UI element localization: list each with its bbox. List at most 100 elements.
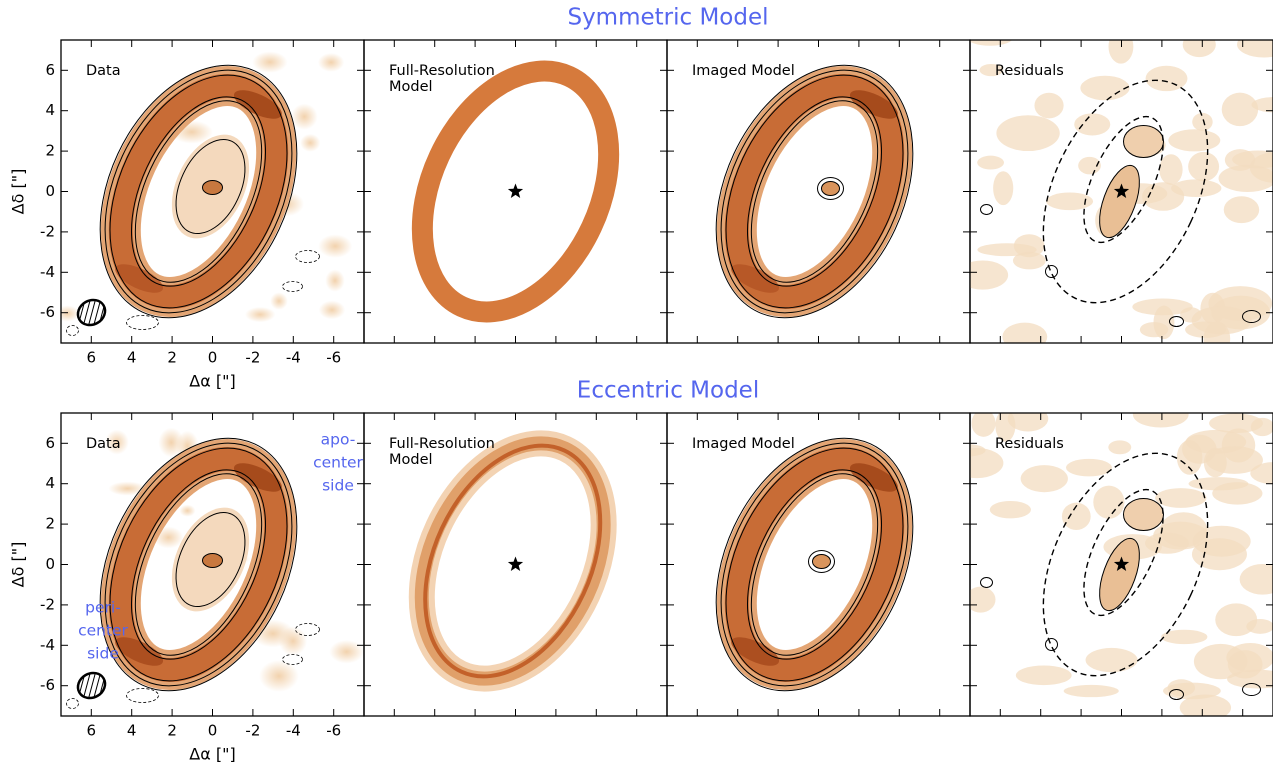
residual-noise — [1215, 603, 1258, 637]
model-ring — [414, 436, 611, 686]
residual-blob — [1099, 537, 1140, 612]
contour — [980, 204, 993, 215]
residual-noise — [977, 155, 1004, 170]
star — [1113, 556, 1130, 571]
residual-noise — [1080, 75, 1130, 101]
panel-content — [715, 437, 914, 692]
noise — [244, 306, 276, 323]
residual-noise — [970, 40, 1013, 46]
panel-label: Imaged Model — [692, 63, 795, 79]
y-tick-label: 4 — [45, 474, 55, 492]
contour — [175, 138, 246, 235]
residual-noise — [1236, 40, 1273, 58]
noise — [158, 427, 185, 458]
y-tick-label: -6 — [40, 676, 55, 694]
residual-noise — [970, 447, 1004, 479]
noise — [291, 103, 318, 130]
noise — [270, 292, 288, 310]
annotation: center — [313, 454, 363, 472]
contour — [1242, 683, 1261, 696]
central-blob — [202, 553, 223, 568]
residual-noise — [1171, 179, 1222, 198]
noise — [179, 504, 196, 517]
contour — [720, 69, 909, 314]
x-tick-label: 4 — [127, 349, 137, 367]
contour — [750, 473, 879, 656]
residual-noise — [1132, 413, 1189, 428]
residual-noise — [1180, 307, 1202, 323]
panel — [411, 60, 620, 323]
residual-noise — [1015, 665, 1072, 686]
panel-content — [715, 64, 914, 319]
panel-content — [408, 430, 617, 692]
panel — [715, 64, 914, 319]
residual-noise — [1192, 112, 1213, 131]
annotation: peri- — [85, 599, 121, 617]
panel-label: Residuals — [995, 63, 1064, 79]
x-tick-label: -6 — [326, 722, 341, 740]
beam — [76, 671, 107, 700]
y-tick-label: 0 — [45, 182, 55, 200]
disk-emission — [108, 447, 289, 682]
noise — [300, 133, 321, 152]
contour — [99, 64, 298, 319]
contour — [104, 69, 293, 314]
contour — [715, 437, 914, 692]
y-tick-label: -2 — [40, 595, 55, 613]
noise — [108, 481, 147, 496]
panel-content — [411, 60, 620, 323]
contour — [750, 100, 879, 283]
disk-peak — [233, 90, 282, 119]
residual-noise — [1013, 234, 1045, 258]
contour — [130, 96, 267, 287]
contour — [104, 442, 293, 687]
residual-noise — [1161, 629, 1208, 645]
panel-label: Model — [389, 79, 433, 95]
annotation: apo- — [321, 431, 356, 449]
contour — [109, 447, 288, 682]
star — [1113, 183, 1130, 198]
residual-noise — [1188, 477, 1249, 491]
noise — [252, 51, 288, 73]
disk-peak — [731, 264, 780, 293]
y-tick-label: -6 — [40, 303, 55, 321]
x-axis-label: Δα ["] — [189, 745, 235, 764]
contour — [109, 74, 288, 309]
annotation: center — [78, 622, 128, 640]
residual-noise — [1221, 92, 1259, 127]
star — [507, 183, 524, 198]
noise — [317, 52, 345, 72]
residual-blob — [1099, 164, 1140, 239]
residual-noise — [1046, 192, 1094, 211]
panel — [408, 430, 617, 692]
negative-contour — [282, 281, 303, 292]
residual-noise — [1205, 446, 1263, 474]
residual-noise — [1078, 156, 1101, 175]
central-blob — [202, 180, 223, 195]
contour — [1045, 265, 1058, 278]
contour — [1045, 638, 1058, 651]
contour — [725, 74, 904, 309]
residual-noise — [1144, 532, 1189, 554]
contour — [130, 469, 267, 660]
residual-noise — [1209, 413, 1263, 434]
residual-noise — [993, 171, 1014, 206]
contour — [175, 511, 246, 608]
residual-noise — [1249, 152, 1273, 183]
residual-noise — [1193, 643, 1248, 680]
disk-peak — [115, 637, 164, 666]
annotation: side — [87, 645, 119, 663]
y-axis-label: Δδ ["] — [9, 542, 28, 588]
residual-noise — [1034, 92, 1064, 119]
residual-noise — [1085, 647, 1138, 673]
contour — [725, 447, 904, 682]
residual-noise — [971, 413, 996, 437]
residual-blob — [1123, 125, 1164, 158]
central-blob — [821, 181, 840, 196]
disk-peak — [849, 90, 898, 119]
negative-contour — [66, 698, 79, 709]
noise — [325, 269, 345, 292]
residual-noise — [1179, 694, 1232, 716]
contour — [817, 177, 844, 200]
